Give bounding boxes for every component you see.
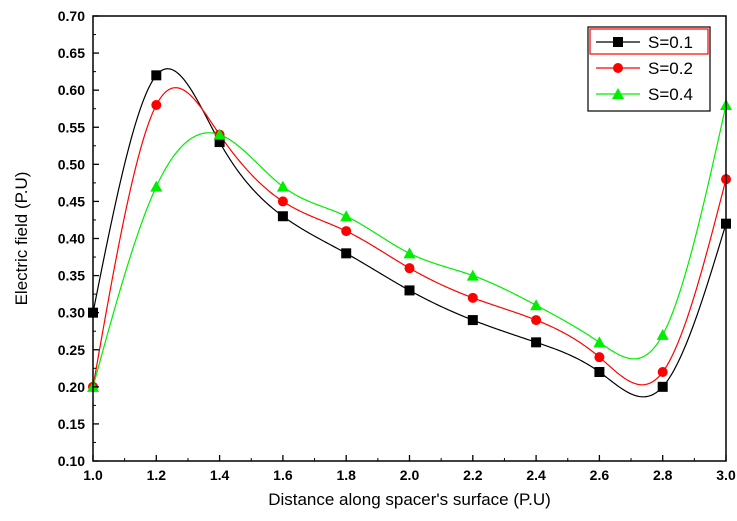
legend-marker-2 — [613, 63, 623, 73]
series-1-point — [531, 337, 542, 348]
x-tick-label: 1.4 — [210, 467, 230, 483]
series-3-point — [593, 336, 606, 348]
legend-marker-1 — [613, 37, 623, 47]
legend-highlight — [589, 28, 709, 55]
y-axis-title: Electric field (P.U) — [12, 172, 31, 306]
y-tick-label: 0.25 — [58, 342, 85, 358]
series-line-3 — [92, 104, 727, 387]
y-tick-label: 0.40 — [58, 231, 85, 247]
x-tick-label: 2.2 — [463, 467, 483, 483]
series-1-point — [341, 248, 352, 259]
series-3-point — [276, 180, 289, 192]
series-3-point — [150, 180, 163, 192]
series-1-point — [214, 137, 225, 148]
series-2-point — [594, 352, 605, 363]
x-tick-label: 2.8 — [653, 467, 673, 483]
series-lines — [92, 68, 727, 398]
y-tick-label: 0.30 — [58, 305, 85, 321]
y-tick-label: 0.10 — [58, 453, 85, 469]
series-3-point — [466, 269, 479, 281]
series-2-point — [467, 292, 478, 303]
series-line-2 — [92, 87, 727, 387]
x-tick-label: 2.6 — [590, 467, 610, 483]
series-line-1 — [92, 68, 727, 398]
axis-ticks — [92, 15, 727, 462]
y-tick-label: 0.70 — [58, 8, 85, 24]
x-axis-title: Distance along spacer's surface (P.U) — [268, 490, 551, 509]
legend: S=0.1 S=0.2 S=0.4 — [587, 26, 711, 112]
x-tick-label: 1.8 — [336, 467, 356, 483]
x-tick-label: 1.6 — [273, 467, 293, 483]
y-tick-labels: 0.10 0.15 0.20 0.25 0.30 0.35 0.40 0.45 0.50 0.55… — [58, 8, 85, 469]
y-tick-label: 0.55 — [58, 119, 85, 135]
y-tick-label: 0.20 — [58, 379, 85, 395]
series-2-point — [657, 367, 668, 377]
series-1-point — [594, 367, 605, 377]
series-2-point — [404, 263, 415, 274]
legend-label-2: S=0.2 — [648, 59, 693, 78]
series-markers — [87, 70, 732, 392]
series-2-point — [531, 315, 542, 326]
series-3-point — [403, 247, 416, 259]
legend-box — [587, 26, 711, 112]
series-1-point — [404, 285, 415, 296]
legend-label-3: S=0.4 — [648, 85, 693, 104]
y-tick-label: 0.65 — [58, 45, 85, 61]
y-tick-label: 0.35 — [58, 268, 85, 284]
y-tick-label: 0.50 — [58, 156, 85, 172]
series-1-point — [657, 381, 668, 392]
x-tick-label: 2.0 — [400, 467, 420, 483]
x-tick-label: 3.0 — [716, 467, 736, 483]
series-2-point — [341, 226, 352, 237]
x-tick-label: 1.0 — [83, 467, 103, 483]
series-3-point — [340, 210, 353, 222]
series-3-point — [530, 299, 543, 311]
series-2-point — [151, 100, 162, 110]
series-3-point — [213, 128, 226, 140]
y-tick-label: 0.15 — [58, 416, 85, 432]
y-tick-label: 0.45 — [58, 193, 85, 209]
series-1-point — [277, 211, 288, 222]
series-1-point — [151, 70, 162, 81]
series-1-point — [467, 315, 478, 326]
y-tick-label: 0.60 — [58, 82, 85, 98]
series-2-point — [277, 196, 288, 207]
legend-label-1: S=0.1 — [648, 33, 693, 52]
x-tick-label: 1.2 — [147, 467, 167, 483]
series-3-point — [656, 328, 669, 340]
legend-marker-3 — [612, 88, 624, 99]
x-tick-label: 2.4 — [526, 467, 546, 483]
x-tick-labels: 1.0 1.2 1.4 1.6 1.8 2.0 2.2 2.4 2.6 2.8 3.0 — [83, 467, 736, 483]
